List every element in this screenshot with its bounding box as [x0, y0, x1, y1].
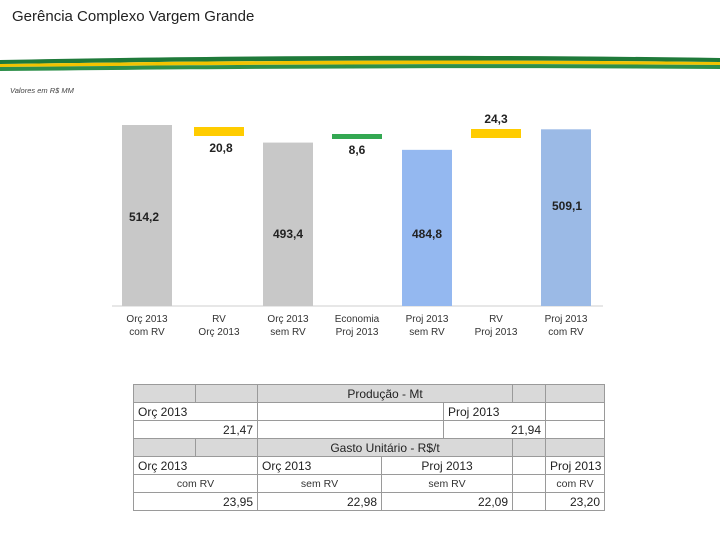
- data-label-5: 484,8: [412, 227, 442, 241]
- data-label-6: 24,3: [484, 112, 508, 126]
- gasto-col-2-line2: sem RV: [257, 474, 382, 493]
- gasto-col-3-line1: Proj 2013: [381, 456, 513, 475]
- producao-proj-value: 21,94: [443, 420, 546, 439]
- header-decorative-band: [0, 55, 720, 71]
- category-label-3-line1: Orç 2013: [267, 314, 309, 325]
- bar-3: [263, 142, 313, 306]
- category-label-4-line2: Proj 2013: [336, 327, 379, 338]
- gasto-col-4-line2: com RV: [545, 474, 605, 493]
- gasto-col-1-value: 23,95: [133, 492, 258, 511]
- category-label-5-line2: sem RV: [409, 327, 445, 338]
- data-label-7: 509,1: [552, 199, 582, 213]
- gasto-col-2-line1: Orç 2013: [257, 456, 382, 475]
- category-label-1-line1: Orç 2013: [126, 314, 168, 325]
- page-title: Gerência Complexo Vargem Grande: [12, 8, 255, 25]
- gasto-col-4-line1: Proj 2013: [545, 456, 605, 475]
- category-label-6-line1: RV: [489, 314, 503, 325]
- gasto-col-1-line1: Orç 2013: [133, 456, 258, 475]
- gasto-col-4-value: 23,20: [545, 492, 605, 511]
- producao-orc-value: 21,47: [133, 420, 258, 439]
- bar-2: [194, 127, 244, 136]
- bar-4: [332, 134, 382, 139]
- units-note: Valores em R$ MM: [10, 86, 74, 95]
- producao-orc-label: Orç 2013: [133, 402, 258, 421]
- gasto-col-3-line2: sem RV: [381, 474, 513, 493]
- category-label-7-line2: com RV: [548, 327, 584, 338]
- gasto-title: Gasto Unitário - R$/t: [257, 438, 513, 457]
- summary-table: Produção - Mt Orç 2013 Proj 2013 21,47 2…: [133, 384, 605, 511]
- data-label-2: 20,8: [209, 141, 233, 155]
- waterfall-chart: 514,2 Orç 2013 com RV 20,8 RV Orç 2013 493,4 Or…: [112, 112, 603, 338]
- category-label-5-line1: Proj 2013: [406, 314, 449, 325]
- bar-5: [402, 149, 452, 306]
- data-label-4: 8,6: [349, 143, 366, 157]
- gasto-col-3-value: 22,09: [381, 492, 513, 511]
- producao-title: Produção - Mt: [257, 384, 513, 403]
- bar-6: [471, 129, 521, 138]
- category-label-1-line2: com RV: [129, 327, 165, 338]
- data-label-1: 514,2: [129, 210, 159, 224]
- category-label-6-line2: Proj 2013: [475, 327, 518, 338]
- category-label-2-line2: Orç 2013: [198, 327, 240, 338]
- category-label-4-line1: Economia: [335, 314, 380, 325]
- bar-1: [122, 125, 172, 306]
- gasto-col-2-value: 22,98: [257, 492, 382, 511]
- category-label-3-line2: sem RV: [270, 327, 306, 338]
- gasto-col-1-line2: com RV: [133, 474, 258, 493]
- data-label-3: 493,4: [273, 227, 303, 241]
- bar-7: [541, 129, 591, 306]
- category-label-7-line1: Proj 2013: [545, 314, 588, 325]
- producao-proj-label: Proj 2013: [443, 402, 546, 421]
- category-label-2-line1: RV: [212, 314, 226, 325]
